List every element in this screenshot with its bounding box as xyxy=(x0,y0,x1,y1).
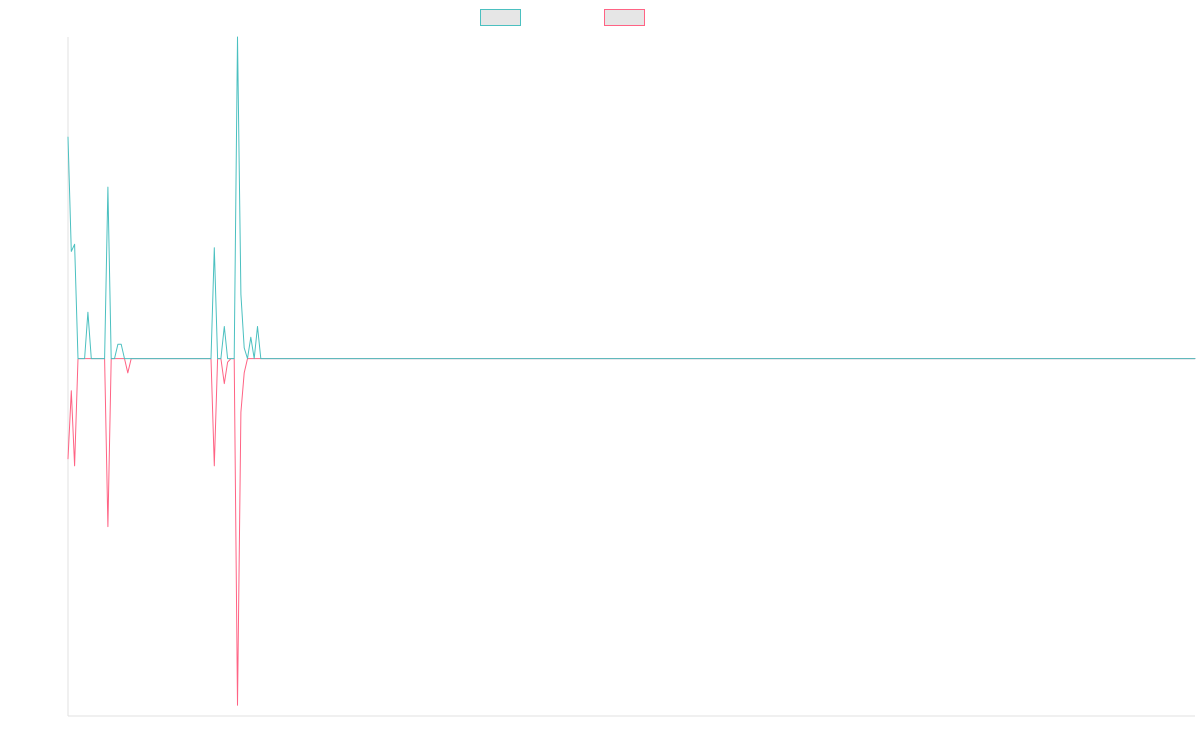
series-line-1 xyxy=(67,36,1196,360)
legend-swatch-1[interactable] xyxy=(480,9,521,26)
series-layer xyxy=(67,36,1196,706)
legend-swatch-2[interactable] xyxy=(604,9,645,26)
legend xyxy=(480,9,645,26)
series-line-2 xyxy=(67,358,1196,706)
